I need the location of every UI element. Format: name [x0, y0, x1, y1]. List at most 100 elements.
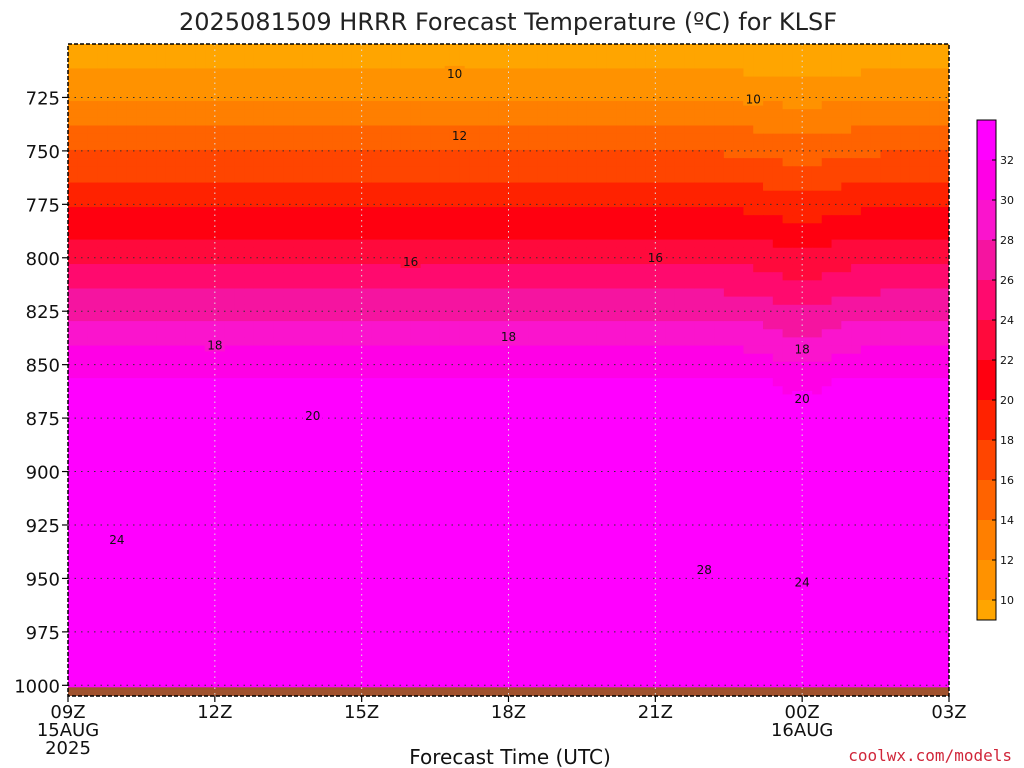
temperature-cell	[763, 92, 774, 102]
temperature-cell	[175, 345, 187, 355]
temperature-cell	[782, 149, 793, 159]
temperature-cell	[234, 182, 245, 192]
temperature-cell	[557, 321, 568, 330]
temperature-cell	[68, 394, 79, 404]
temperature-cell	[165, 475, 177, 485]
temperature-cell	[528, 296, 539, 306]
temperature-cell	[126, 492, 138, 501]
temperature-cell	[498, 484, 510, 493]
temperature-cell	[116, 337, 128, 347]
temperature-cell	[772, 264, 784, 273]
temperature-cell	[674, 484, 686, 493]
temperature-cell	[381, 321, 392, 330]
temperature-cell	[674, 101, 686, 110]
temperature-cell	[586, 459, 598, 469]
temperature-cell	[361, 329, 373, 338]
temperature-cell	[214, 370, 226, 379]
temperature-cell	[714, 125, 725, 135]
temperature-cell	[723, 272, 735, 281]
temperature-cell	[126, 475, 138, 485]
temperature-cell	[156, 92, 167, 102]
temperature-cell	[107, 215, 118, 224]
temperature-cell	[518, 52, 529, 61]
temperature-cell	[674, 427, 686, 436]
temperature-cell	[743, 44, 754, 53]
temperature-cell	[635, 451, 647, 461]
temperature-cell	[97, 141, 108, 151]
temperature-cell	[645, 451, 656, 461]
temperature-cell	[841, 44, 852, 53]
temperature-cell	[665, 174, 676, 184]
temperature-cell	[635, 264, 647, 273]
temperature-cell	[165, 239, 177, 249]
temperature-cell	[860, 133, 872, 143]
temperature-cell	[332, 272, 343, 281]
temperature-cell	[136, 247, 147, 257]
temperature-cell	[136, 321, 147, 330]
temperature-cell	[616, 418, 627, 428]
temperature-cell	[802, 378, 813, 387]
temperature-cell	[156, 475, 167, 485]
temperature-cell	[126, 296, 138, 306]
temperature-cell	[508, 239, 519, 249]
temperature-cell	[205, 231, 216, 241]
temperature-cell	[919, 312, 931, 322]
temperature-cell	[655, 215, 666, 224]
temperature-cell	[116, 182, 128, 192]
temperature-cell	[890, 215, 901, 224]
temperature-cell	[185, 60, 196, 70]
temperature-cell	[332, 84, 343, 94]
temperature-cell	[811, 467, 823, 477]
temperature-cell	[459, 60, 470, 70]
temperature-cell	[557, 280, 568, 290]
temperature-cell	[616, 125, 627, 135]
temperature-cell	[410, 484, 421, 493]
temperature-cell	[733, 280, 745, 290]
temperature-cell	[616, 223, 627, 233]
temperature-cell	[165, 215, 177, 224]
temperature-cell	[469, 117, 480, 127]
temperature-cell	[537, 304, 549, 314]
temperature-cell	[880, 370, 891, 379]
temperature-cell	[811, 44, 823, 53]
temperature-cell	[439, 296, 451, 306]
temperature-cell	[665, 459, 676, 469]
temperature-cell	[645, 272, 656, 281]
temperature-cell	[253, 410, 265, 420]
temperature-cell	[439, 361, 451, 371]
temperature-cell	[723, 109, 735, 118]
temperature-cell	[684, 394, 696, 404]
temperature-cell	[479, 386, 490, 396]
temperature-cell	[743, 117, 754, 127]
temperature-cell	[929, 296, 940, 306]
temperature-cell	[107, 467, 118, 477]
temperature-cell	[655, 158, 666, 167]
temperature-cell	[606, 231, 617, 241]
temperature-cell	[430, 264, 441, 273]
temperature-cell	[146, 166, 157, 175]
temperature-cell	[811, 125, 823, 135]
temperature-cell	[674, 223, 686, 233]
temperature-cell	[537, 223, 549, 233]
temperature-cell	[126, 117, 138, 127]
temperature-cell	[547, 418, 559, 428]
temperature-cell	[743, 443, 754, 453]
temperature-cell	[263, 133, 275, 143]
temperature-cell	[625, 337, 637, 347]
temperature-cell	[890, 370, 901, 379]
temperature-cell	[537, 418, 549, 428]
temperature-cell	[469, 166, 480, 175]
temperature-cell	[371, 288, 382, 298]
temperature-cell	[400, 101, 412, 110]
temperature-cell	[616, 288, 627, 298]
temperature-cell	[792, 92, 803, 102]
temperature-cell	[214, 101, 226, 110]
temperature-cell	[772, 321, 784, 330]
temperature-cell	[97, 109, 108, 118]
temperature-cell	[792, 304, 803, 314]
temperature-cell	[684, 182, 696, 192]
temperature-cell	[361, 149, 373, 159]
temperature-cell	[694, 158, 705, 167]
temperature-cell	[900, 484, 911, 493]
temperature-cell	[743, 304, 754, 314]
